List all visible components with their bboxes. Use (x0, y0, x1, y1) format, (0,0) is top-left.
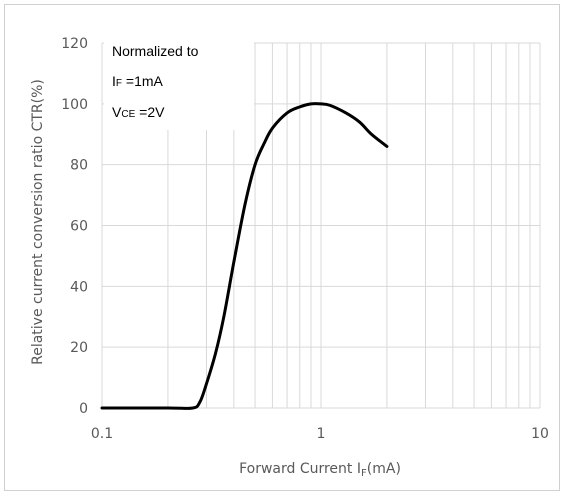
x-axis-title: Forward Current IF(mA) (239, 461, 401, 479)
y-tick-label: 40 (70, 279, 88, 295)
y-tick-label: 60 (70, 219, 88, 235)
y-tick-label: 80 (70, 158, 88, 174)
y-tick-label: 0 (79, 401, 88, 417)
annotation-line-1: Normalized to (112, 43, 199, 59)
x-tick-label: 1 (317, 426, 326, 442)
y-tick-label: 20 (70, 340, 88, 356)
chart-frame (4, 4, 560, 491)
y-tick-labels: 0 20 40 60 80 100 120 (61, 36, 88, 417)
annotation-box (104, 37, 254, 130)
y-tick-label: 120 (61, 36, 88, 52)
x-tick-labels: 0.1 1 10 (91, 426, 549, 442)
x-tick-label: 10 (531, 426, 549, 442)
ctr-curve (100, 102, 389, 410)
annotation-line-2: IF =1mA (112, 73, 164, 89)
x-tick-label: 0.1 (91, 426, 113, 442)
annotation-line-3: VCE =2V (112, 104, 165, 120)
y-axis-title: Relative current conversion ratio CTR(%) (30, 79, 46, 365)
y-tick-label: 100 (61, 97, 88, 113)
